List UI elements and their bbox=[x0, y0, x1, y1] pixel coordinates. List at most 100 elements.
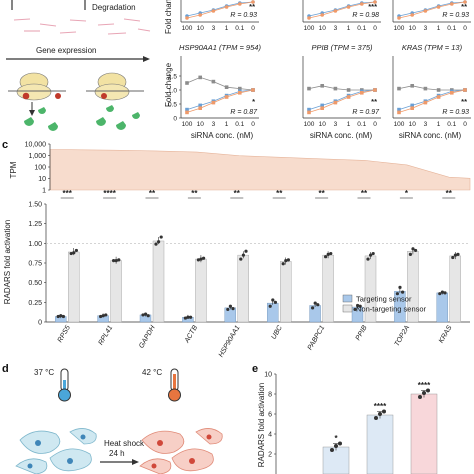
mini-significance: *** bbox=[368, 2, 377, 11]
mini-point bbox=[307, 16, 311, 20]
mini-point bbox=[185, 16, 189, 20]
mini-xtick-label: 100 bbox=[182, 121, 193, 128]
data-point bbox=[112, 259, 116, 263]
data-point bbox=[268, 304, 272, 308]
mini-point bbox=[423, 86, 428, 91]
mini-r-value: R = 0.93 bbox=[230, 12, 257, 19]
mini-xtick-label: 100 bbox=[182, 25, 193, 32]
mini-xtick-label: 0.1 bbox=[357, 25, 366, 32]
mini-xtick-label: 3 bbox=[212, 121, 216, 128]
mini-significance: ** bbox=[371, 97, 377, 106]
mini-xtick-label: 0.1 bbox=[357, 121, 366, 128]
category-label: PPIB bbox=[355, 324, 369, 342]
tpm-ytick-label: 1 bbox=[42, 188, 46, 195]
data-point bbox=[183, 316, 187, 320]
mini-series-line bbox=[398, 89, 466, 113]
category-label: GAPDH bbox=[138, 324, 157, 350]
legend-label-nontargeting: Non-targeting sensor bbox=[356, 305, 427, 314]
data-point bbox=[228, 304, 232, 308]
significance-label: **** bbox=[374, 402, 387, 411]
data-point bbox=[401, 290, 405, 294]
data-point bbox=[358, 304, 362, 308]
category-label: RPS5 bbox=[57, 324, 72, 343]
heat-ytick-label: 8 bbox=[268, 392, 272, 399]
heat-ylabel: RADARS fold activation bbox=[257, 383, 266, 467]
mini-point bbox=[346, 5, 351, 9]
mini-point bbox=[410, 13, 415, 17]
heat-bar bbox=[366, 414, 394, 474]
data-point bbox=[324, 255, 328, 259]
data-point bbox=[99, 314, 103, 319]
panel-label-e: e bbox=[252, 363, 258, 375]
mini-ylabel: Fold change bbox=[164, 62, 173, 107]
data-point bbox=[59, 314, 63, 318]
data-point bbox=[330, 448, 334, 452]
significance-label: **** bbox=[418, 381, 431, 390]
data-point bbox=[451, 255, 455, 260]
mini-ylabel: Fold change bbox=[164, 0, 173, 34]
data-point bbox=[395, 292, 399, 296]
mini-point bbox=[410, 84, 414, 88]
heat-ytick-label: 4 bbox=[268, 432, 272, 439]
category-label: UBC bbox=[270, 324, 284, 341]
mini-xtick-label: 3 bbox=[334, 25, 338, 32]
mini-xtick-label: 100 bbox=[304, 121, 315, 128]
mini-point bbox=[307, 86, 311, 91]
legend-swatch-targeting bbox=[342, 294, 353, 303]
mini-point bbox=[185, 110, 189, 115]
significance-label: *** bbox=[63, 189, 73, 198]
mini-xtick-label: 100 bbox=[394, 25, 405, 32]
heat-shock-label: Heat shock bbox=[104, 439, 145, 448]
rna-fragments bbox=[13, 18, 151, 35]
mini-point bbox=[185, 81, 189, 85]
data-point bbox=[418, 395, 422, 399]
data-point bbox=[456, 252, 460, 256]
bar-ytick-label: 1.25 bbox=[28, 221, 42, 228]
data-point bbox=[311, 306, 315, 310]
tpm-ytick-label: 1,000 bbox=[28, 153, 46, 160]
mini-point bbox=[224, 85, 229, 89]
mini-xtick-label: 3 bbox=[424, 25, 428, 32]
mini-xtick-label: 0.1 bbox=[447, 121, 456, 128]
mini-point bbox=[198, 103, 202, 108]
mini-xtick-label: 0.1 bbox=[235, 25, 244, 32]
mini-point bbox=[224, 95, 229, 99]
mini-series-line bbox=[398, 1, 466, 19]
temp-left-label: 37 °C bbox=[34, 368, 54, 377]
heat-ytick-label: 10 bbox=[264, 372, 272, 379]
data-point bbox=[202, 256, 206, 260]
mini-xtick-label: 0 bbox=[463, 121, 467, 128]
data-point bbox=[104, 313, 108, 317]
mini-ytick-label: 1.5 bbox=[168, 74, 177, 81]
data-point bbox=[284, 259, 288, 263]
mini-gene-title: PPIB (TPM = 375) bbox=[311, 43, 373, 52]
mini-point bbox=[436, 95, 441, 99]
data-point bbox=[422, 391, 426, 395]
data-point bbox=[189, 315, 193, 319]
mini-point bbox=[397, 110, 401, 115]
data-point bbox=[241, 253, 245, 257]
mini-significance: ** bbox=[249, 2, 255, 11]
mini-xtick-label: 3 bbox=[334, 121, 338, 128]
data-point bbox=[366, 257, 370, 261]
data-point bbox=[159, 235, 163, 239]
mini-ytick-label: 0.5 bbox=[168, 102, 177, 109]
data-point bbox=[438, 292, 442, 296]
legend-swatch-nontargeting bbox=[342, 304, 353, 313]
data-point bbox=[316, 303, 320, 307]
mini-gene-title: HSP90AA1 (TPM = 954) bbox=[179, 43, 261, 52]
category-label: RPL41 bbox=[98, 324, 115, 346]
data-point bbox=[231, 307, 235, 311]
data-point bbox=[141, 313, 145, 317]
mini-xtick-label: 1 bbox=[225, 121, 229, 128]
legend-label-targeting: Targeting sensor bbox=[356, 295, 412, 304]
category-label: HSP90AA1 bbox=[218, 324, 242, 358]
tpm-ylabel: TPM bbox=[9, 161, 18, 178]
mini-point bbox=[211, 79, 216, 84]
data-point bbox=[154, 242, 158, 246]
mini-series-line bbox=[398, 89, 466, 110]
mini-xtick-label: 0 bbox=[463, 25, 467, 32]
data-point bbox=[281, 262, 285, 266]
category-label: KRAS bbox=[438, 324, 454, 344]
data-point bbox=[313, 301, 317, 305]
